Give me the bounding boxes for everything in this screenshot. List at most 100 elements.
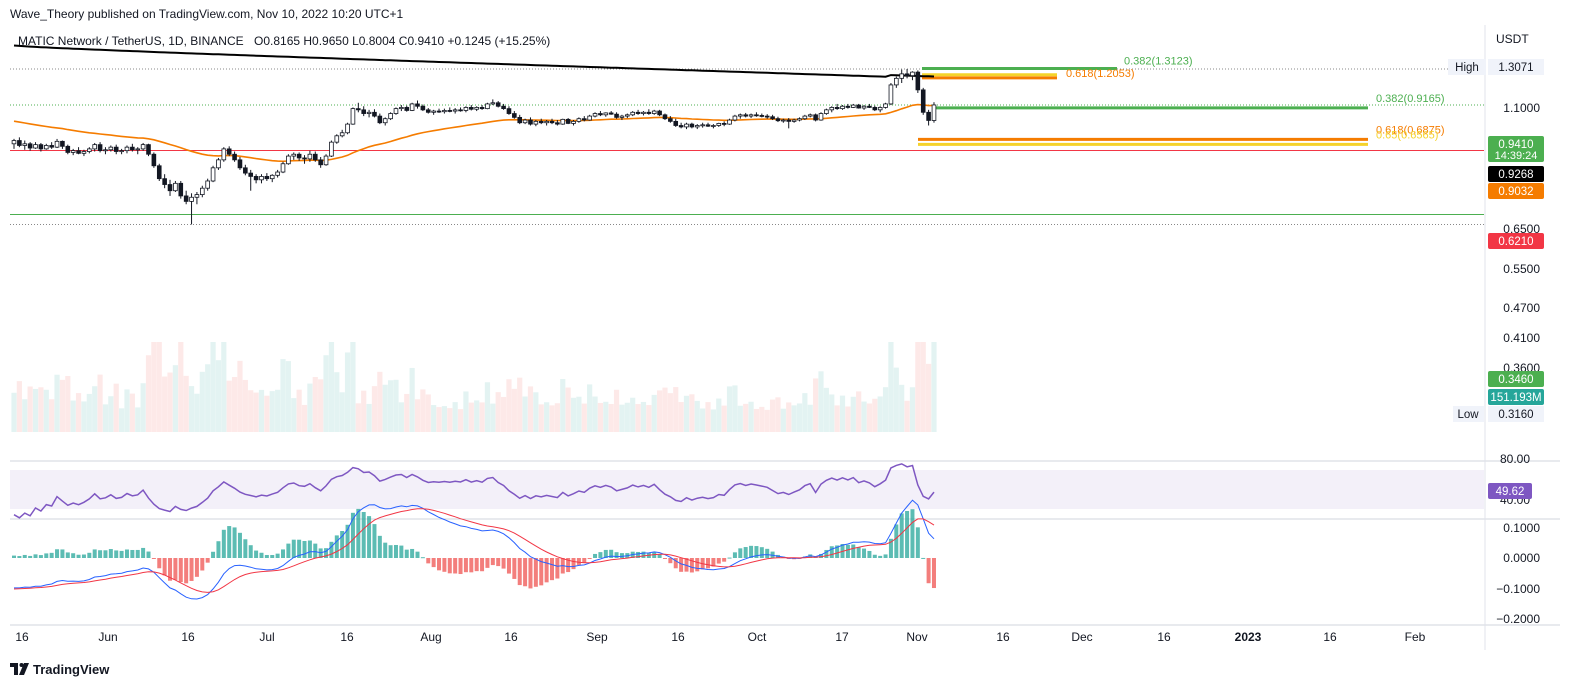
- volume-bar: [888, 342, 894, 432]
- candle-body: [517, 116, 523, 124]
- macd-histogram-bar: [641, 551, 646, 558]
- symbol-title[interactable]: MATIC Network / TetherUS, 1D, BINANCE: [18, 34, 244, 48]
- candle-body: [495, 102, 501, 107]
- macd-histogram-bar: [426, 558, 431, 564]
- currency-label[interactable]: USDT: [1496, 32, 1529, 46]
- volume-bar: [162, 376, 168, 432]
- macd-histogram-bar: [931, 558, 936, 589]
- candle-body: [560, 118, 566, 125]
- candle-body: [173, 182, 178, 192]
- candle-body: [210, 167, 216, 182]
- macd-histogram-bar: [38, 555, 43, 558]
- tradingview-logo[interactable]: TradingView: [10, 660, 109, 678]
- price-axis[interactable]: 1.10000.65000.55000.47000.41000.360080.0…: [1448, 59, 1544, 626]
- time-axis[interactable]: 16 Jun 16 Jul 16 Aug 16 Sep 16 Oct 17 Nov 16 Dec 16 202…: [15, 630, 1425, 644]
- candle-body: [87, 148, 92, 152]
- candle-body: [307, 153, 313, 160]
- volume-bar: [931, 342, 937, 432]
- macd-histogram-bar: [173, 558, 178, 580]
- candle-body: [877, 107, 883, 111]
- candle-body: [689, 123, 695, 128]
- volume-bar: [172, 365, 178, 432]
- candle-body: [205, 180, 210, 189]
- macd-histogram-bar: [738, 548, 743, 558]
- time-tick-label: 16: [996, 630, 1010, 644]
- volume-bar: [807, 404, 813, 432]
- high-value-bg: [1488, 59, 1544, 75]
- macd-histogram-bar: [410, 548, 415, 558]
- volume-bar: [231, 377, 238, 432]
- macd-histogram-bar: [485, 558, 490, 568]
- volume-bar: [350, 342, 356, 432]
- candle-body: [614, 113, 619, 118]
- macd-histogram-bar: [388, 545, 393, 558]
- volume-bar: [635, 404, 641, 432]
- candle-body: [468, 107, 474, 110]
- candle-body: [140, 144, 146, 150]
- candle-body: [108, 146, 114, 151]
- candle-body: [845, 105, 851, 108]
- volume-bar: [893, 367, 899, 432]
- volume-bar: [129, 393, 135, 432]
- candle-body: [512, 113, 517, 118]
- volume-bar: [377, 371, 383, 432]
- volume-bar: [646, 405, 652, 432]
- macd-histogram-bar: [684, 558, 689, 572]
- macd-histogram-bar: [851, 544, 856, 558]
- volume-bar: [769, 399, 776, 432]
- volume-bar: [382, 384, 388, 432]
- volume-bar: [570, 397, 577, 432]
- macd-histogram-bar: [254, 550, 259, 558]
- macd-histogram-bar: [921, 557, 926, 559]
- macd-histogram-bar: [291, 539, 296, 558]
- macd-histogram-bar: [528, 558, 533, 589]
- volume-bar: [43, 389, 49, 432]
- candle-body: [673, 120, 679, 126]
- volume-bar: [759, 406, 765, 432]
- countdown-label: 14:39:24: [1495, 150, 1538, 162]
- volume-bar: [371, 386, 378, 432]
- volume-bar: [673, 387, 679, 432]
- macd-histogram-bar: [415, 551, 420, 558]
- macd-histogram-bar: [76, 554, 81, 558]
- candle-body: [393, 108, 399, 114]
- macd-histogram-bar: [130, 549, 135, 558]
- candle-body: [178, 182, 184, 197]
- rsi-value-bg: [1488, 483, 1532, 499]
- candle-body: [781, 119, 786, 122]
- candle-body: [711, 125, 716, 127]
- volume-bar: [587, 384, 593, 432]
- volume-bar: [156, 342, 162, 432]
- volume-bar: [506, 379, 512, 432]
- volume-bar: [452, 402, 458, 432]
- macd-histogram-bar: [883, 554, 888, 558]
- volume-bar: [576, 396, 582, 432]
- volume-bar: [538, 404, 544, 432]
- volume-bar: [457, 409, 464, 432]
- macd-histogram-bar: [329, 541, 334, 558]
- macd-histogram-bar: [716, 558, 721, 564]
- candle-body: [237, 159, 243, 169]
- macd-histogram-bar: [361, 512, 366, 558]
- time-tick-label: 2023: [1235, 630, 1262, 644]
- price-pill-label: 0.9268: [1498, 169, 1533, 181]
- publisher-line: Wave_Theory published on TradingView.com…: [10, 7, 404, 21]
- macd-histogram-bar: [603, 549, 608, 558]
- candle-body: [22, 143, 28, 146]
- volume-bar: [242, 379, 248, 432]
- volume-bar: [49, 399, 55, 432]
- candle-body: [608, 112, 614, 115]
- candle-body: [60, 140, 65, 147]
- volume-bar: [850, 396, 856, 432]
- fib-level-label: 0.65(0.6565): [1376, 129, 1438, 141]
- candle-body: [824, 109, 829, 114]
- price-pill-bg: [1488, 166, 1544, 182]
- candle-body: [334, 135, 340, 143]
- macd-histogram-bar: [657, 554, 662, 558]
- macd-histogram-bar: [270, 555, 275, 558]
- candle-body: [490, 102, 496, 105]
- candle-body: [38, 144, 44, 150]
- candle-body: [721, 123, 727, 125]
- candle-body: [463, 107, 469, 111]
